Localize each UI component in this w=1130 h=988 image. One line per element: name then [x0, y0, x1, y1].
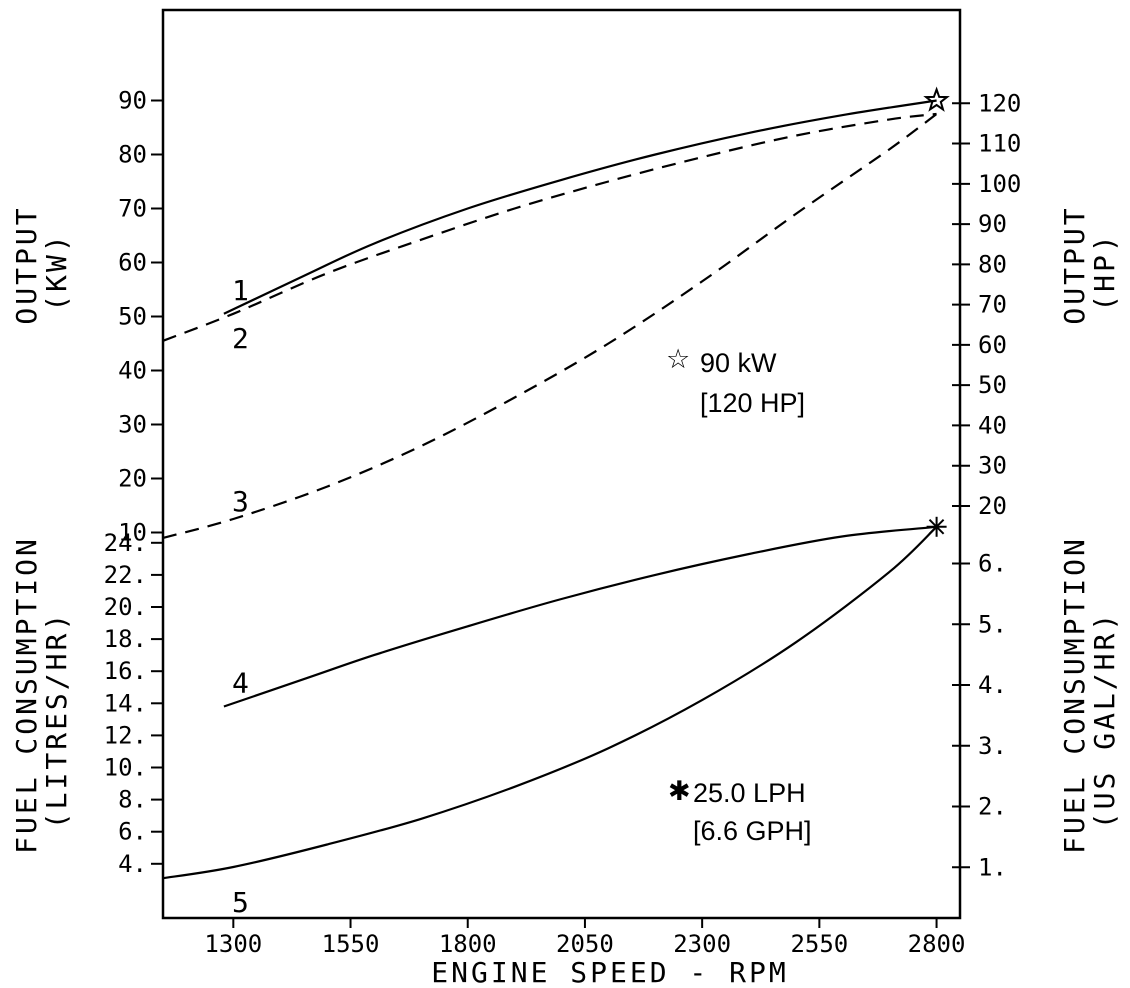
- gph-tick-label: 4.: [978, 671, 1007, 699]
- gph-tick-label: 5.: [978, 610, 1007, 638]
- lph-tick-label: 12.: [104, 721, 147, 749]
- hp-tick-label: 50: [978, 371, 1007, 399]
- lph-tick-label: 8.: [118, 786, 147, 814]
- plot-frame: [161, 8, 962, 920]
- gph-tick-label: 3.: [978, 732, 1007, 760]
- fuel-right-axis-title: FUEL CONSUMPTION: [1058, 536, 1091, 854]
- fuel-left-axis-title: FUEL CONSUMPTION: [10, 536, 43, 854]
- lph-tick-label: 6.: [118, 818, 147, 846]
- output-right-axis-title: OUTPUT: [1058, 205, 1091, 324]
- x-axis-title: ENGINE SPEED - RPM: [431, 956, 788, 988]
- ticks-layer: [151, 99, 970, 928]
- kw-tick-label: 30: [118, 411, 147, 439]
- curves-layer: [162, 86, 950, 880]
- series-5-line: [162, 525, 938, 880]
- output-annotation-line2: [120 HP]: [700, 388, 805, 418]
- x-tick-label: 2300: [673, 930, 731, 958]
- output-left-axis-title: OUTPUT: [10, 205, 43, 324]
- gph-tick-label: 6.: [978, 550, 1007, 578]
- output-right-axis-unit: (HP): [1088, 232, 1121, 311]
- series-3-line: [162, 113, 938, 539]
- curve-label-1: 1: [232, 274, 249, 307]
- series-1-line: [223, 99, 937, 315]
- curve-label-4: 4: [232, 667, 249, 700]
- fuel-left-axis-unit: (LITRES/HR): [40, 611, 73, 829]
- fuel-annotation-line2: [6.6 GPH]: [693, 816, 812, 846]
- hp-tick-label: 110: [978, 130, 1021, 158]
- hp-tick-label: 20: [978, 492, 1007, 520]
- hp-tick-label: 30: [978, 452, 1007, 480]
- output-annotation-line1: 90 kW: [700, 348, 777, 378]
- x-tick-label: 2800: [908, 930, 966, 958]
- lph-tick-label: 4.: [118, 850, 147, 878]
- fuel-right-axis-unit: (US GAL/HR): [1088, 611, 1121, 829]
- hp-tick-label: 90: [978, 210, 1007, 238]
- x-tick-label: 2550: [790, 930, 848, 958]
- x-tick-label: 1300: [204, 930, 262, 958]
- hp-tick-label: 120: [978, 89, 1021, 117]
- series-4-line: [223, 525, 937, 708]
- x-tick-label: 1800: [439, 930, 497, 958]
- kw-tick-label: 20: [118, 465, 147, 493]
- lph-tick-label: 20.: [104, 593, 147, 621]
- gph-tick-label: 1.: [978, 853, 1007, 881]
- kw-tick-label: 60: [118, 249, 147, 277]
- fuel-annotation-line1: 25.0 LPH: [693, 778, 806, 808]
- curve-label-2: 2: [232, 322, 249, 355]
- lph-tick-label: 22.: [104, 561, 147, 589]
- kw-tick-label: 10: [118, 519, 147, 547]
- gph-tick-label: 2.: [978, 793, 1007, 821]
- series-2-line: [162, 112, 937, 342]
- fuel-rated-point-asterisk: [928, 518, 945, 535]
- hp-tick-label: 70: [978, 291, 1007, 319]
- curve-label-3: 3: [232, 485, 249, 518]
- output-rated-point-star: [923, 86, 950, 112]
- output-left-axis-unit: (KW): [40, 232, 73, 311]
- hp-tick-label: 100: [978, 170, 1021, 198]
- output-annotation-symbol: ☆: [666, 344, 690, 374]
- x-tick-label: 2050: [556, 930, 614, 958]
- kw-tick-label: 90: [118, 87, 147, 115]
- kw-tick-label: 40: [118, 357, 147, 385]
- kw-tick-label: 80: [118, 141, 147, 169]
- hp-tick-label: 40: [978, 411, 1007, 439]
- labels-layer: 1300 1550 1800 2050 2300 2550 2800102030405060…: [104, 87, 1022, 959]
- x-tick-label: 1550: [322, 930, 380, 958]
- curve-label-5: 5: [232, 886, 249, 919]
- kw-tick-label: 50: [118, 303, 147, 331]
- lph-tick-label: 24.: [104, 529, 147, 557]
- lph-tick-label: 14.: [104, 689, 147, 717]
- lph-tick-label: 18.: [104, 625, 147, 653]
- kw-tick-label: 70: [118, 195, 147, 223]
- lph-tick-label: 16.: [104, 657, 147, 685]
- lph-tick-label: 10.: [104, 754, 147, 782]
- hp-tick-label: 80: [978, 250, 1007, 278]
- fuel-annotation-symbol: ✱: [668, 776, 691, 806]
- hp-tick-label: 60: [978, 331, 1007, 359]
